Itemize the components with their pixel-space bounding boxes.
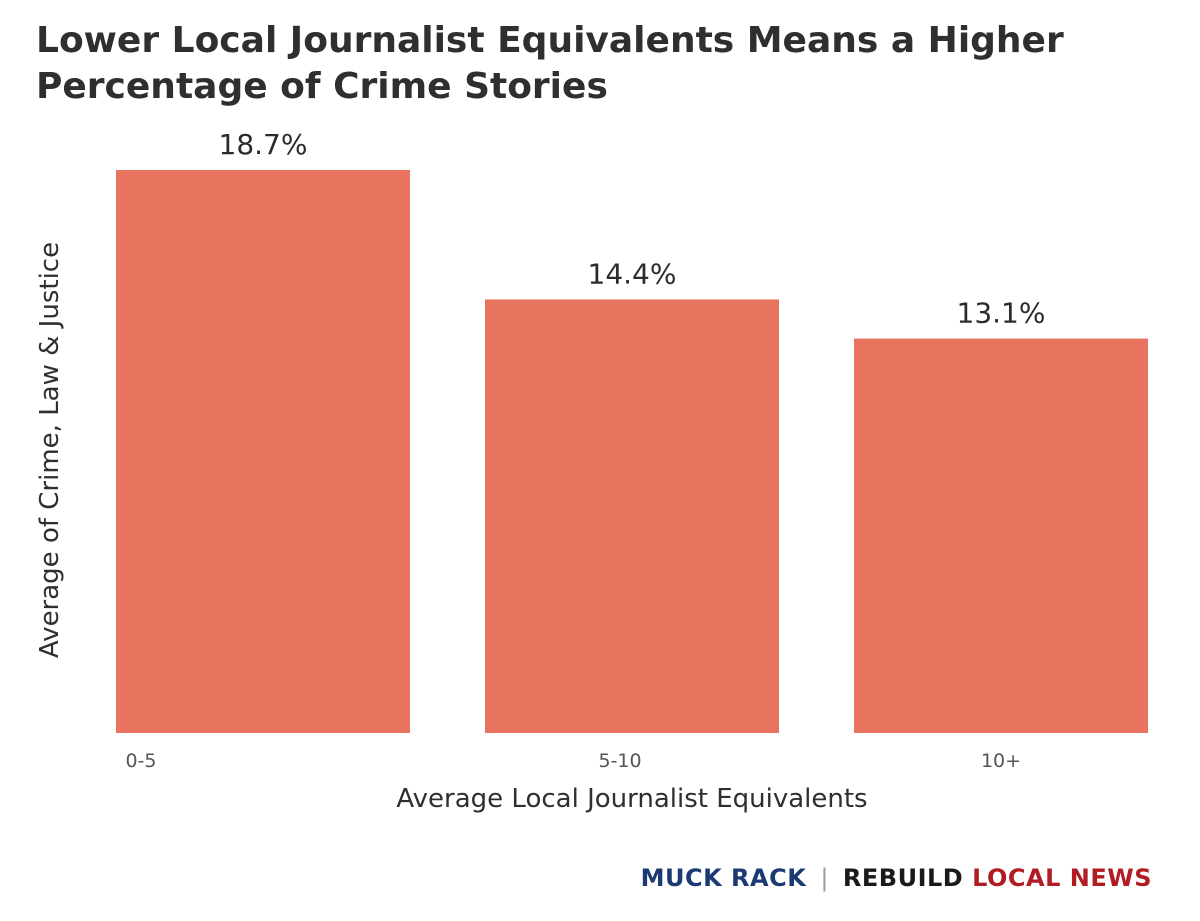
x-tick-0-5: 0-5 [125, 750, 156, 772]
x-tick-5-10: 5-10 [598, 750, 641, 772]
logo-separator: | [820, 864, 829, 892]
footer-logos: MUCK RACK | REBUILD LOCAL NEWS [641, 864, 1152, 892]
muck-rack-logo: MUCK RACK [640, 864, 807, 892]
chart-title: Lower Local Journalist Equivalents Means… [36, 20, 1064, 107]
x-tick-10+: 10+ [981, 750, 1021, 772]
y-axis-label: Average of Crime, Law & Justice [35, 241, 65, 659]
data-label-10+: 13.1% [957, 297, 1046, 330]
local-news-logo-part: LOCAL NEWS [972, 864, 1152, 892]
bar-0-5 [116, 170, 410, 733]
data-label-5-10: 14.4% [588, 257, 677, 290]
rebuild-logo-part: REBUILD [842, 864, 964, 892]
data-label-0-5: 18.7% [219, 128, 308, 161]
bar-5-10 [485, 299, 779, 733]
bar-10+ [854, 338, 1148, 733]
x-axis-label: Average Local Journalist Equivalents [396, 784, 868, 814]
